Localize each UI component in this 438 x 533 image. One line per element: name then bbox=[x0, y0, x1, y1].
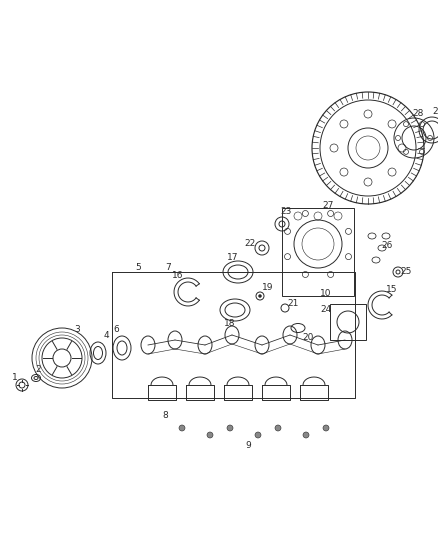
Text: 4: 4 bbox=[103, 330, 109, 340]
Text: 1: 1 bbox=[12, 373, 18, 382]
Text: 8: 8 bbox=[162, 410, 168, 419]
Circle shape bbox=[207, 432, 213, 438]
Text: 18: 18 bbox=[224, 319, 236, 327]
Text: 2: 2 bbox=[35, 365, 41, 374]
Text: 3: 3 bbox=[74, 326, 80, 335]
Circle shape bbox=[179, 425, 185, 431]
Text: 27: 27 bbox=[322, 201, 334, 211]
Text: 29: 29 bbox=[432, 108, 438, 117]
Circle shape bbox=[258, 295, 261, 297]
Text: 17: 17 bbox=[227, 254, 239, 262]
Text: 24: 24 bbox=[320, 305, 332, 314]
Circle shape bbox=[303, 432, 309, 438]
Circle shape bbox=[275, 425, 281, 431]
Bar bbox=[330, 304, 366, 340]
Text: 15: 15 bbox=[386, 286, 398, 295]
Circle shape bbox=[255, 432, 261, 438]
Text: 26: 26 bbox=[381, 241, 393, 251]
Text: 20: 20 bbox=[302, 334, 314, 343]
Text: 16: 16 bbox=[172, 271, 184, 280]
Text: 21: 21 bbox=[287, 300, 299, 309]
Text: 7: 7 bbox=[165, 263, 171, 272]
Text: 23: 23 bbox=[280, 206, 292, 215]
Text: 6: 6 bbox=[113, 326, 119, 335]
Text: 22: 22 bbox=[244, 239, 256, 248]
Circle shape bbox=[227, 425, 233, 431]
Text: 9: 9 bbox=[245, 440, 251, 449]
Text: 28: 28 bbox=[412, 109, 424, 117]
Text: 10: 10 bbox=[320, 289, 332, 298]
Text: 25: 25 bbox=[400, 268, 412, 277]
Text: 5: 5 bbox=[135, 263, 141, 272]
Circle shape bbox=[323, 425, 329, 431]
Bar bbox=[282, 208, 354, 296]
Text: 19: 19 bbox=[262, 284, 274, 293]
